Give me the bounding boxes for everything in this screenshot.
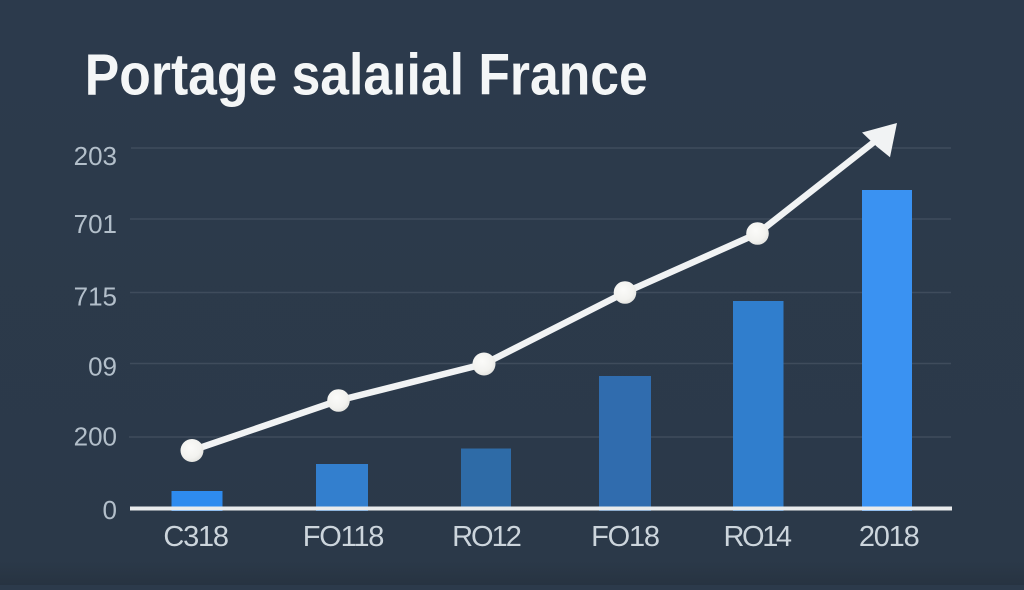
svg-text:701: 701 (74, 209, 117, 239)
svg-text:Portage salaıial France: Portage salaıial France (85, 43, 648, 108)
svg-text:RO12: RO12 (452, 521, 521, 553)
svg-text:715: 715 (74, 282, 117, 312)
svg-text:FO18: FO18 (591, 521, 659, 553)
svg-text:203: 203 (74, 141, 117, 171)
svg-text:2018: 2018 (859, 521, 919, 553)
svg-text:09: 09 (88, 352, 117, 382)
svg-text:RO14: RO14 (724, 521, 792, 553)
svg-text:C318: C318 (163, 521, 228, 553)
svg-text:0: 0 (103, 495, 117, 525)
svg-text:200: 200 (74, 422, 117, 452)
svg-text:FO118: FO118 (303, 521, 384, 553)
